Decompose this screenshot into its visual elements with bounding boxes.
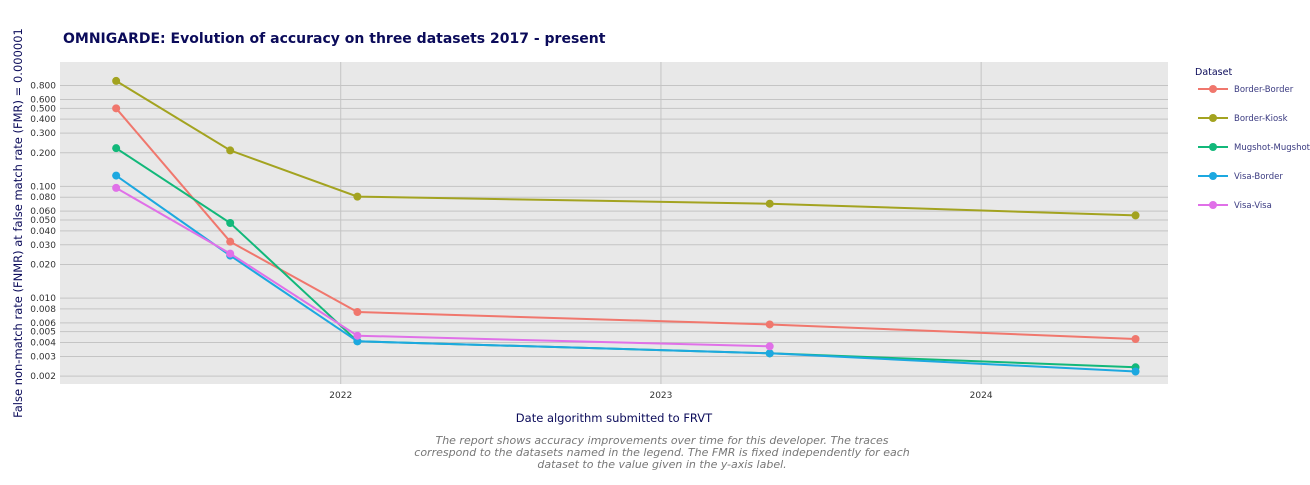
data-point[interactable] bbox=[353, 337, 362, 346]
y-tick-label: 0.006 bbox=[30, 319, 56, 329]
data-point[interactable] bbox=[1131, 211, 1140, 220]
legend-marker-swatch bbox=[1209, 85, 1217, 93]
legend-label: Border-Border bbox=[1234, 85, 1294, 95]
series-line[interactable] bbox=[115, 187, 770, 348]
y-tick-label: 0.002 bbox=[30, 372, 56, 382]
data-point[interactable] bbox=[112, 76, 121, 85]
y-tick-label: 0.200 bbox=[30, 149, 56, 159]
x-axis-title: Date algorithm submitted to FRVT bbox=[516, 411, 713, 425]
y-tick-label: 0.030 bbox=[30, 241, 56, 251]
series-visa-visa[interactable] bbox=[112, 183, 774, 351]
y-tick-label: 0.400 bbox=[30, 115, 56, 125]
series-border-kiosk[interactable] bbox=[112, 76, 1140, 220]
y-tick-label: 0.500 bbox=[30, 104, 56, 114]
data-point[interactable] bbox=[112, 104, 121, 113]
y-tick-label: 0.300 bbox=[30, 129, 56, 139]
data-point[interactable] bbox=[765, 349, 774, 358]
legend-title: Dataset bbox=[1195, 67, 1232, 78]
legend-marker-swatch bbox=[1209, 143, 1217, 151]
x-tick-label: 2024 bbox=[970, 391, 993, 401]
legend-label: Visa-Border bbox=[1234, 172, 1283, 182]
legend-item[interactable]: Mugshot-Mugshot bbox=[1198, 143, 1310, 153]
chart-title: OMNIGARDE: Evolution of accuracy on thre… bbox=[63, 31, 606, 47]
legend-marker-swatch bbox=[1209, 114, 1217, 122]
legend-label: Border-Kiosk bbox=[1234, 114, 1288, 124]
data-point[interactable] bbox=[765, 342, 774, 351]
y-tick-label: 0.600 bbox=[30, 95, 56, 105]
data-point[interactable] bbox=[353, 331, 362, 340]
legend-label: Mugshot-Mugshot bbox=[1234, 143, 1310, 153]
legend-item[interactable]: Visa-Border bbox=[1198, 172, 1283, 182]
data-point[interactable] bbox=[112, 183, 121, 192]
y-tick-label: 0.040 bbox=[30, 227, 56, 237]
legend-marker-swatch bbox=[1209, 201, 1217, 209]
y-axis-title: False non-match rate (FNMR) at false mat… bbox=[11, 28, 25, 418]
plot-area bbox=[60, 62, 1168, 384]
y-tick-label: 0.003 bbox=[30, 352, 56, 362]
data-point[interactable] bbox=[112, 171, 121, 180]
data-point[interactable] bbox=[226, 249, 235, 258]
y-tick-label: 0.080 bbox=[30, 193, 56, 203]
data-point[interactable] bbox=[226, 237, 235, 246]
data-point[interactable] bbox=[353, 192, 362, 201]
x-tick-label: 2022 bbox=[329, 391, 352, 401]
legend[interactable]: Dataset Border-Border Border-Kiosk Mugshot… bbox=[1195, 67, 1310, 211]
legend-marker-swatch bbox=[1209, 172, 1217, 180]
y-tick-label: 0.050 bbox=[30, 216, 56, 226]
data-point[interactable] bbox=[112, 144, 121, 153]
data-point[interactable] bbox=[765, 199, 774, 208]
data-point[interactable] bbox=[353, 308, 362, 317]
x-tick-label: 2023 bbox=[649, 391, 672, 401]
y-tick-label: 0.010 bbox=[30, 294, 56, 304]
y-tick-label: 0.005 bbox=[30, 328, 56, 338]
legend-item[interactable]: Visa-Visa bbox=[1198, 201, 1272, 211]
series-layer bbox=[112, 76, 1140, 376]
data-point[interactable] bbox=[1131, 367, 1140, 376]
caption: The report shows accuracy improvements o… bbox=[414, 434, 910, 471]
data-point[interactable] bbox=[765, 320, 774, 329]
data-point[interactable] bbox=[1131, 334, 1140, 343]
y-tick-label: 0.800 bbox=[30, 82, 56, 92]
data-point[interactable] bbox=[226, 219, 235, 228]
y-tick-label: 0.008 bbox=[30, 305, 56, 315]
legend-label: Visa-Visa bbox=[1234, 201, 1272, 211]
y-tick-label: 0.100 bbox=[30, 182, 56, 192]
legend-item[interactable]: Border-Border bbox=[1198, 85, 1294, 95]
y-tick-label: 0.020 bbox=[30, 260, 56, 270]
data-point[interactable] bbox=[226, 146, 235, 155]
legend-item[interactable]: Border-Kiosk bbox=[1198, 114, 1288, 124]
y-tick-label: 0.060 bbox=[30, 207, 56, 217]
y-tick-label: 0.004 bbox=[30, 339, 56, 349]
